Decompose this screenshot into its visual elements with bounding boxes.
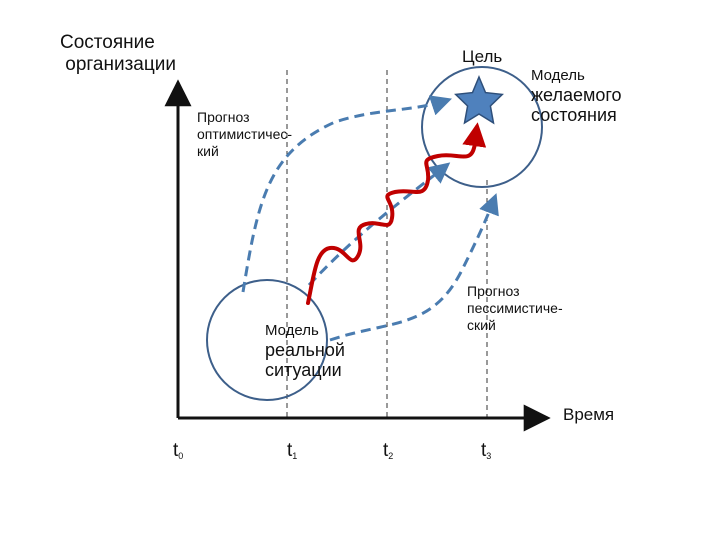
tick-t3-base: t	[481, 440, 487, 461]
real-situation-circle	[206, 279, 328, 401]
y-axis-title: Состояние организации	[60, 32, 176, 75]
optimistic-forecast-path	[241, 95, 452, 293]
tick-t1-sub: 1	[292, 451, 298, 461]
desired-state-circle	[421, 66, 543, 188]
desired-model-label-line1: Модель	[531, 67, 585, 84]
desired-model-label-line2: желаемого состояния	[531, 85, 622, 125]
tick-t0: t0	[173, 440, 183, 462]
real-model-label-line2: реальной ситуации	[265, 340, 345, 380]
tick-t1: t1	[287, 440, 297, 462]
tick-t0-sub: 0	[178, 451, 184, 461]
tick-t3-sub: 3	[486, 451, 492, 461]
optimistic-forecast-label: Прогноз оптимистичес- кий	[197, 109, 293, 159]
tick-t2-base: t	[383, 440, 389, 461]
actual-path	[306, 122, 487, 305]
tick-t2-sub: 2	[388, 451, 394, 461]
tick-t1-base: t	[287, 440, 293, 461]
goal-label: Цель	[462, 47, 503, 66]
central-forecast-path	[307, 162, 451, 287]
goal-star-icon	[454, 75, 504, 125]
tick-t2: t2	[383, 440, 393, 462]
real-model-label-line1: Модель	[265, 322, 319, 339]
tick-t0-base: t	[173, 440, 179, 461]
x-axis-title: Время	[563, 405, 615, 424]
pessimistic-forecast-path	[329, 193, 499, 342]
tick-t3: t3	[481, 440, 491, 462]
pessimistic-forecast-label: Прогноз пессимистиче- ский	[467, 283, 563, 333]
